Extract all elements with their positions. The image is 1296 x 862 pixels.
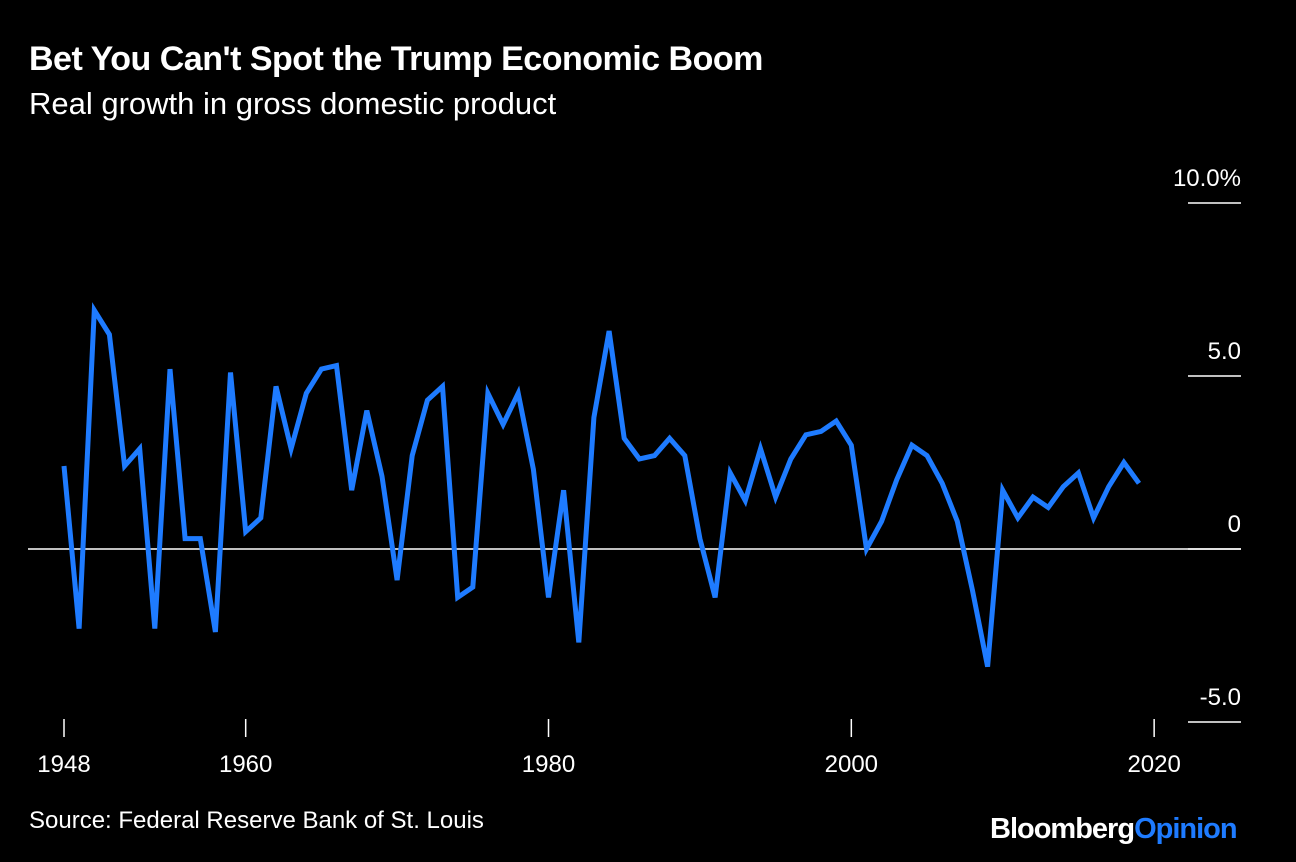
y-tick-label: 0 — [1228, 511, 1241, 538]
chart-title: Bet You Can't Spot the Trump Economic Bo… — [29, 40, 763, 78]
chart-subtitle: Real growth in gross domestic product — [29, 86, 557, 121]
brand-opinion: Opinion — [1134, 813, 1238, 845]
x-axis: 1948 1960 1980 2000 2020 — [37, 719, 1181, 778]
y-tick-label: -5.0 — [1200, 684, 1241, 711]
x-tick-label: 2000 — [825, 751, 878, 778]
x-tick-label: 1948 — [37, 751, 90, 778]
source-note: Source: Federal Reserve Bank of St. Loui… — [29, 807, 484, 834]
brand-bloomberg: Bloomberg — [990, 813, 1135, 845]
gdp-growth-series-line — [61, 302, 1142, 668]
y-tick-label: 10.0% — [1173, 165, 1241, 192]
bloomberg-opinion-logo: BloombergOpinion — [990, 813, 1238, 846]
x-tick-label: 1980 — [522, 751, 575, 778]
x-tick-label: 2020 — [1127, 751, 1180, 778]
y-axis: 10.0% 5.0 0 -5.0 — [1173, 165, 1241, 723]
y-tick-label: 5.0 — [1208, 338, 1241, 365]
x-tick-label: 1960 — [219, 751, 272, 778]
